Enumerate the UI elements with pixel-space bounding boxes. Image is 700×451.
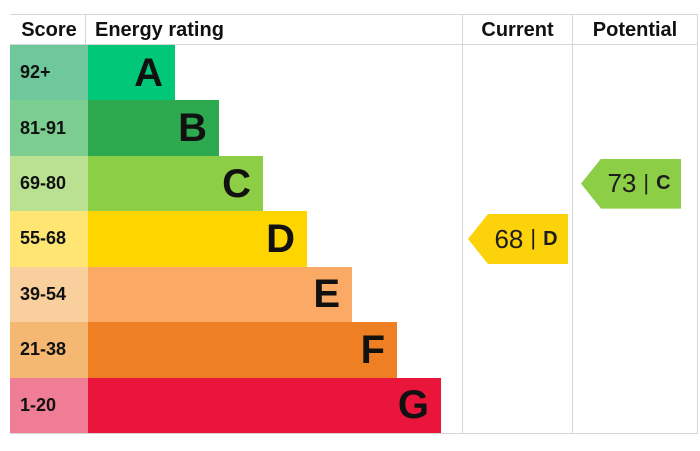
score-cell: 1-20 — [10, 377, 88, 433]
score-cell: 21-38 — [10, 322, 88, 378]
bottom-border-line — [10, 433, 697, 434]
potential-letter: C — [656, 172, 671, 195]
current-separator: | — [530, 225, 537, 250]
rating-bar-b: B — [88, 100, 219, 156]
potential-separator: | — [643, 169, 650, 195]
score-cell: 55-68 — [10, 211, 88, 267]
band-row-c: 69-80 C — [10, 155, 697, 212]
score-cell: 92+ — [10, 45, 88, 101]
header-bottom-line — [10, 44, 697, 45]
score-column-divider — [85, 14, 86, 45]
right-border-line — [697, 14, 698, 434]
score-header: Score — [21, 19, 77, 41]
potential-column-divider — [572, 14, 573, 434]
band-row-b: 81-91 B — [10, 100, 697, 156]
rating-bar-d: D — [88, 211, 307, 267]
current-header: Current — [481, 19, 554, 41]
rating-bar-g: G — [88, 377, 441, 433]
top-border-line — [10, 14, 697, 15]
band-row-f: 21-38 F — [10, 322, 697, 378]
rating-bar-f: F — [88, 322, 397, 378]
score-cell: 39-54 — [10, 266, 88, 323]
current-rating-arrow: 68 | D — [468, 214, 568, 264]
rating-bar-c: C — [88, 155, 263, 212]
current-value: 68 — [494, 223, 524, 254]
band-row-e: 39-54 E — [10, 266, 697, 323]
current-column-divider — [462, 14, 463, 434]
score-cell: 69-80 — [10, 155, 88, 212]
potential-header: Potential — [592, 19, 678, 41]
rating-bar-e: E — [88, 266, 352, 323]
band-row-d: 55-68 D — [10, 211, 697, 267]
rating-bar-a: A — [88, 45, 175, 101]
band-row-g: 1-20 G — [10, 377, 697, 433]
band-row-a: 92+ A — [10, 45, 697, 101]
potential-rating-arrow: 73 | C — [581, 158, 681, 209]
rating-bands: 92+ A 81-91 B 69-80 C 55-68 D 39-54 E 21-38 F 1-20 G — [10, 45, 697, 433]
energy-rating-header: Energy rating — [95, 19, 224, 41]
score-cell: 81-91 — [10, 100, 88, 156]
current-letter: D — [543, 227, 558, 250]
potential-value: 73 — [607, 168, 637, 199]
